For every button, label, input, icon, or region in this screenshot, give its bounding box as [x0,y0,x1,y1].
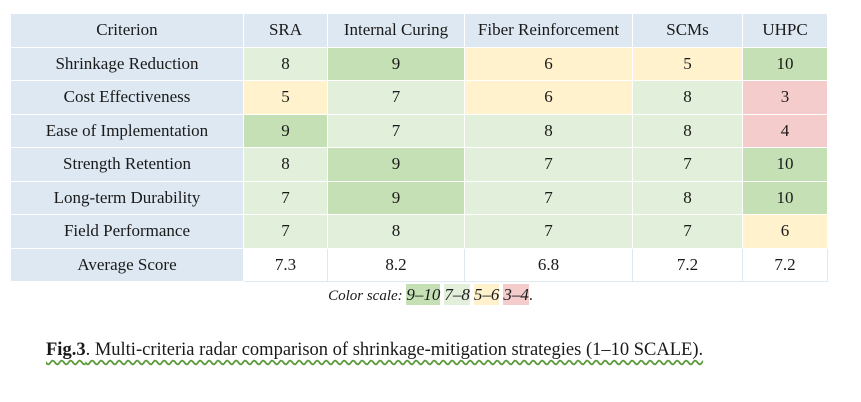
figure-caption: Fig.3. Multi-criteria radar comparison o… [46,340,703,361]
score-cell: 8 [243,46,328,81]
header-criterion: Criterion [10,13,244,48]
average-score-cell: 6.8 [464,247,633,282]
score-cell: 9 [327,147,465,182]
score-cell: 8 [632,80,743,115]
legend-bad-swatch: 3–4 [503,284,529,305]
score-cell: 6 [742,214,828,249]
score-cell: 3 [742,80,828,115]
score-cell: 9 [327,46,465,81]
score-cell: 4 [742,113,828,148]
criterion-cell: Cost Effectiveness [10,80,244,115]
average-score-cell: 7.3 [243,247,328,282]
table-row: Field Performance 7 8 7 7 6 [10,214,828,249]
caption-text: . Multi-criteria radar comparison of shr… [85,340,704,360]
average-row: Average Score 7.3 8.2 6.8 7.2 7.2 [10,247,828,282]
legend-low-swatch: 5–6 [473,284,500,305]
score-cell: 7 [243,180,328,215]
score-cell: 7 [464,214,633,249]
score-cell: 6 [464,80,633,115]
score-cell: 8 [632,113,743,148]
legend-label: Color scale: [328,288,407,304]
table-header-row: Criterion SRA Internal Curing Fiber Rein… [10,13,828,48]
score-cell: 7 [632,147,743,182]
criterion-cell: Field Performance [10,214,244,249]
score-cell: 8 [632,180,743,215]
figure-number: Fig.3 [46,340,86,360]
score-cell: 7 [464,180,633,215]
criterion-cell: Strength Retention [10,147,244,182]
table-row: Ease of Implementation 9 7 8 8 4 [10,113,828,148]
score-cell: 7 [327,113,465,148]
color-scale-legend: Color scale: 9–10 7–8 5–6 3–4. [0,284,861,305]
table-row: Cost Effectiveness 5 7 6 8 3 [10,80,828,115]
score-cell: 5 [243,80,328,115]
criterion-cell: Ease of Implementation [10,113,244,148]
criterion-cell: Long-term Durability [10,180,244,215]
score-cell: 9 [243,113,328,148]
score-cell: 10 [742,46,828,81]
table-row: Shrinkage Reduction 8 9 6 5 10 [10,46,828,81]
score-cell: 7 [464,147,633,182]
average-score-cell: 7.2 [742,247,828,282]
score-cell: 5 [632,46,743,81]
table-row: Long-term Durability 7 9 7 8 10 [10,180,828,215]
score-cell: 7 [327,80,465,115]
score-cell: 10 [742,180,828,215]
criterion-cell: Shrinkage Reduction [10,46,244,81]
header-fiber-reinforcement: Fiber Reinforcement [464,13,633,48]
header-internal-curing: Internal Curing [327,13,465,48]
criteria-table: Criterion SRA Internal Curing Fiber Rein… [10,13,828,282]
score-cell: 9 [327,180,465,215]
score-cell: 8 [243,147,328,182]
legend-end: . [528,287,533,304]
header-uhpc: UHPC [742,13,828,48]
average-label-cell: Average Score [10,247,244,282]
score-cell: 8 [327,214,465,249]
score-cell: 7 [243,214,328,249]
legend-mid-swatch: 7–8 [444,284,470,305]
header-scms: SCMs [632,13,743,48]
table-row: Strength Retention 8 9 7 7 10 [10,147,828,182]
average-score-cell: 7.2 [632,247,743,282]
score-cell: 7 [632,214,743,249]
header-sra: SRA [243,13,328,48]
legend-high-swatch: 9–10 [406,284,441,305]
score-cell: 10 [742,147,828,182]
average-score-cell: 8.2 [327,247,465,282]
score-cell: 8 [464,113,633,148]
score-cell: 6 [464,46,633,81]
